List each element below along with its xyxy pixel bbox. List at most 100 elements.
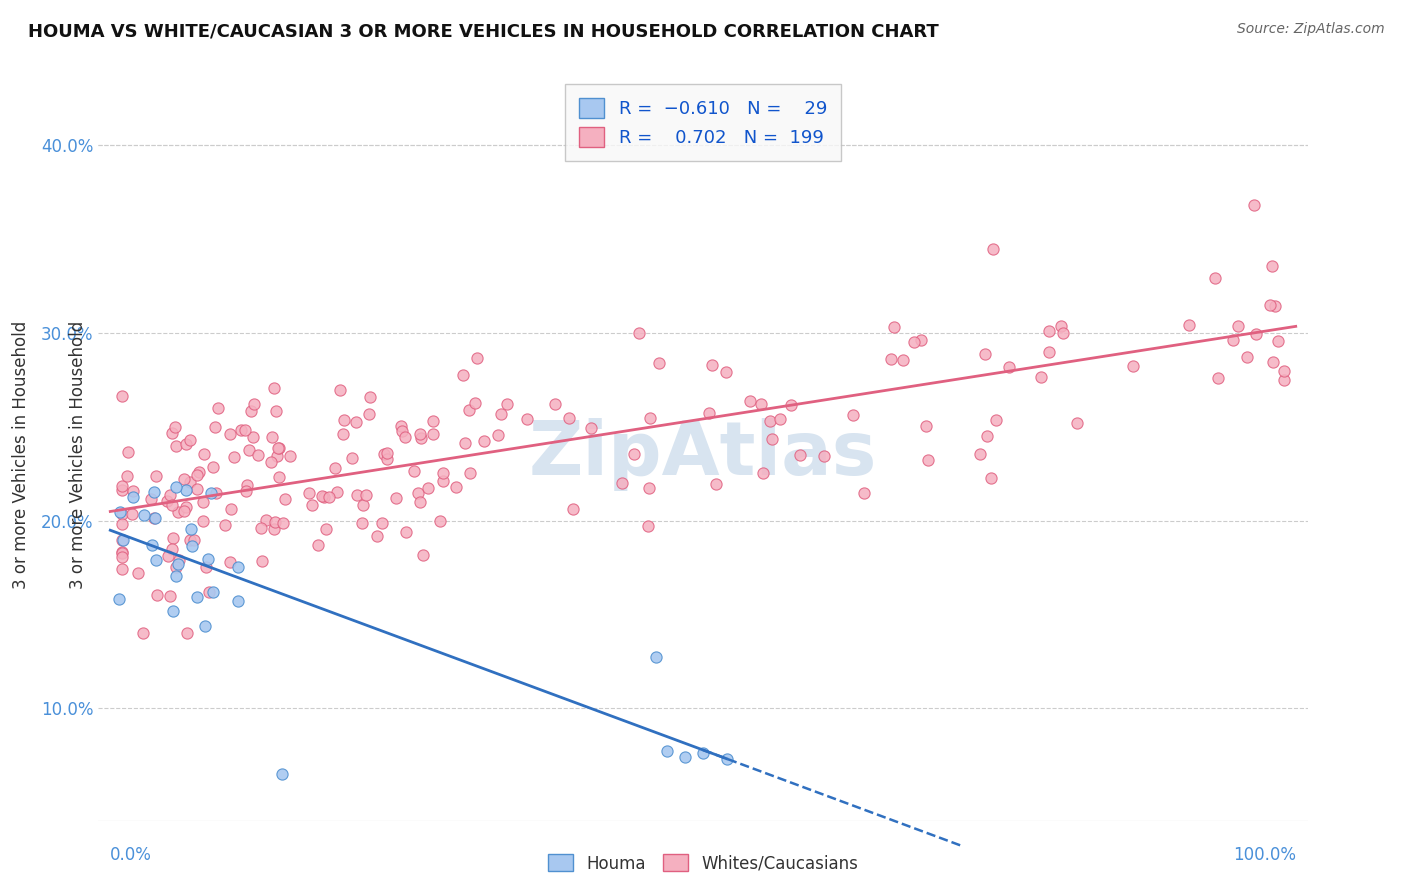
Point xyxy=(648,356,671,370)
Point xyxy=(207,401,229,415)
Point xyxy=(111,562,134,576)
Point xyxy=(229,423,252,437)
Point xyxy=(366,529,388,543)
Point xyxy=(453,368,475,382)
Point xyxy=(111,546,134,560)
Point xyxy=(997,359,1019,374)
Point xyxy=(165,439,187,453)
Point xyxy=(402,464,425,478)
Point xyxy=(325,460,347,475)
Point xyxy=(422,414,444,428)
Point xyxy=(697,406,720,420)
Text: HOUMA VS WHITE/CAUCASIAN 3 OR MORE VEHICLES IN HOUSEHOLD CORRELATION CHART: HOUMA VS WHITE/CAUCASIAN 3 OR MORE VEHIC… xyxy=(28,22,939,40)
Point xyxy=(1244,327,1267,342)
Point xyxy=(167,505,190,519)
Point xyxy=(112,533,135,547)
Point xyxy=(200,485,222,500)
Point xyxy=(752,466,775,480)
Text: ZipAtlas: ZipAtlas xyxy=(529,418,877,491)
Point xyxy=(254,513,277,527)
Point xyxy=(458,466,481,480)
Text: Source: ZipAtlas.com: Source: ZipAtlas.com xyxy=(1237,22,1385,37)
Point xyxy=(111,549,134,564)
Point xyxy=(917,453,939,467)
Point xyxy=(1227,318,1250,333)
Point xyxy=(110,505,132,519)
Point xyxy=(562,501,585,516)
Point xyxy=(186,482,208,496)
Point xyxy=(298,486,321,500)
Point xyxy=(768,412,790,426)
Point xyxy=(981,242,1004,256)
Point xyxy=(156,494,179,508)
Point xyxy=(1066,417,1088,431)
Point xyxy=(259,454,281,468)
Point xyxy=(813,449,835,463)
Point xyxy=(162,604,184,618)
Point xyxy=(273,516,295,530)
Legend: Houma, Whites/Caucasians: Houma, Whites/Caucasians xyxy=(541,847,865,880)
Point xyxy=(472,434,495,448)
Point xyxy=(165,560,187,574)
Point xyxy=(315,522,337,536)
Point xyxy=(1267,334,1289,349)
Point xyxy=(117,445,139,459)
Point xyxy=(628,326,651,340)
Point xyxy=(111,533,134,548)
Point xyxy=(409,495,432,509)
Point xyxy=(157,549,180,564)
Point xyxy=(391,425,413,439)
Point xyxy=(1243,198,1265,212)
Point xyxy=(354,488,377,502)
Point xyxy=(464,396,486,410)
Point xyxy=(1038,324,1060,338)
Point xyxy=(250,521,273,535)
Point xyxy=(247,449,270,463)
Point xyxy=(145,469,167,483)
Point xyxy=(183,533,205,548)
Point xyxy=(191,495,214,509)
Point xyxy=(122,490,145,504)
Point xyxy=(384,491,406,506)
Point xyxy=(637,518,659,533)
Point xyxy=(218,555,240,569)
Point xyxy=(842,409,865,423)
Legend: R =  −0.610   N =    29, R =    0.702   N =  199: R = −0.610 N = 29, R = 0.702 N = 199 xyxy=(564,84,842,161)
Point xyxy=(1236,350,1258,364)
Point xyxy=(432,466,454,480)
Point xyxy=(789,448,811,462)
Point xyxy=(222,450,245,464)
Point xyxy=(409,426,432,441)
Point xyxy=(340,450,363,465)
Point xyxy=(457,403,479,417)
Point xyxy=(205,486,228,500)
Point xyxy=(980,471,1002,485)
Point xyxy=(432,474,454,488)
Point xyxy=(610,476,633,491)
Point xyxy=(986,413,1008,427)
Point xyxy=(1038,345,1060,359)
Point xyxy=(344,415,367,429)
Point xyxy=(132,626,155,640)
Point xyxy=(914,418,936,433)
Point xyxy=(1272,364,1295,378)
Point xyxy=(273,491,295,506)
Point xyxy=(141,538,163,552)
Point xyxy=(233,423,256,437)
Point xyxy=(111,517,134,532)
Point xyxy=(673,750,696,764)
Point xyxy=(1206,371,1229,385)
Point xyxy=(264,404,287,418)
Point xyxy=(159,589,181,603)
Point xyxy=(226,560,249,574)
Point xyxy=(127,566,149,580)
Point xyxy=(357,407,380,421)
Point xyxy=(121,483,143,498)
Point xyxy=(174,483,197,498)
Point xyxy=(558,410,581,425)
Point xyxy=(143,511,166,525)
Point xyxy=(544,397,567,411)
Point xyxy=(910,333,932,347)
Point xyxy=(644,650,666,665)
Point xyxy=(165,480,187,494)
